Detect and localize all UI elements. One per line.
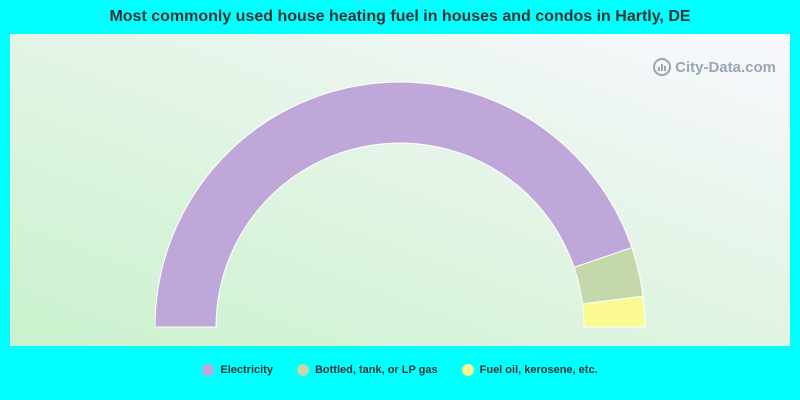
legend-swatch-fuel-oil bbox=[461, 364, 474, 376]
legend-item-fuel-oil: Fuel oil, kerosene, etc. bbox=[461, 364, 598, 376]
watermark: City-Data.com bbox=[653, 58, 776, 76]
legend-item-lp-gas: Bottled, tank, or LP gas bbox=[296, 364, 438, 376]
legend-swatch-electricity bbox=[202, 364, 215, 376]
watermark-text: City-Data.com bbox=[675, 58, 776, 76]
slices-group bbox=[154, 81, 646, 328]
legend-label-lp-gas: Bottled, tank, or LP gas bbox=[314, 364, 438, 376]
chart-logo-icon bbox=[653, 58, 672, 76]
chart-title: Most commonly used house heating fuel in… bbox=[109, 8, 691, 25]
slice-fuel-oil[interactable] bbox=[581, 295, 646, 328]
legend-swatch-lp-gas bbox=[296, 364, 309, 376]
legend-item-electricity: Electricity bbox=[202, 364, 273, 376]
slice-electricity[interactable] bbox=[154, 81, 633, 328]
legend-label-electricity: Electricity bbox=[220, 364, 273, 376]
legend-label-fuel-oil: Fuel oil, kerosene, etc. bbox=[479, 364, 598, 376]
legend: Electricity Bottled, tank, or LP gas Fue… bbox=[0, 364, 800, 376]
